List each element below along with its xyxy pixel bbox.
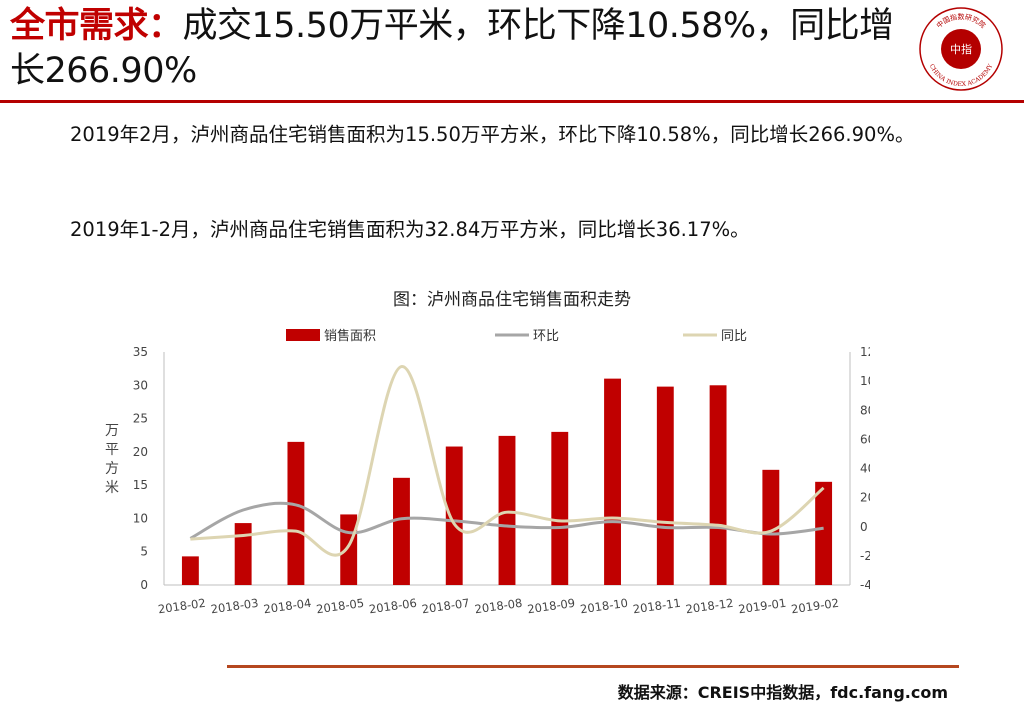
right-tick-label: 200 [860,491,870,505]
paragraph-area-summary: 2019年2月，泸州商品住宅销售面积为15.50万平方米，环比下降10.58%，… [70,123,915,146]
legend-label: 销售面积 [324,328,376,344]
x-tick-label: 2018-05 [315,596,365,617]
left-tick-label: 20 [133,445,148,459]
slide-title: 全市需求：成交15.50万平米，环比下降10.58%，同比增长266.90% [10,4,910,94]
x-tick-label: 2018-06 [368,596,418,617]
right-tick-label: -200 [860,549,870,563]
legend-swatch-bar [286,329,320,341]
right-tick-label: 1200 [860,345,870,359]
bar-sales-area [234,523,252,585]
line-series-mom [189,501,824,540]
x-tick-label: 2019-02 [790,596,840,617]
right-tick-label: 600 [860,432,870,446]
left-axis-label-char: 平 [105,442,119,458]
left-axis-label-char: 万 [105,423,119,439]
left-tick-label: 5 [140,545,148,559]
paragraph-ytd-summary: 2019年1-2月，泸州商品住宅销售面积为32.84万平方米，同比增长36.17… [70,218,750,241]
source-divider [227,665,959,668]
chart-title: 图：泸州商品住宅销售面积走势 [393,290,631,310]
x-tick-label: 2018-03 [210,596,260,617]
bar-sales-area [340,514,358,585]
x-tick-label: 2019-01 [738,596,788,617]
logo-top-text: 中国指数研究院 [934,12,987,30]
bar-sales-area [604,378,621,585]
x-tick-label: 2018-04 [263,596,313,617]
right-tick-label: 400 [860,462,870,476]
sales-area-chart: 0 5 10 15 20 25 30 35 -400 -200 0 200 400 600 800 1000 1… [105,328,870,617]
x-tick-label: 2018-08 [474,596,524,617]
x-tick-label: 2018-07 [421,596,471,617]
x-tick-label: 2018-09 [526,596,576,617]
china-index-academy-logo: 中国指数研究院 CHINA INDEX ACADEMY 中指 [919,7,1003,91]
bar-sales-area [762,469,780,585]
bar-sales-area [656,386,674,585]
bar-sales-area [287,441,305,585]
left-tick-label: 10 [133,511,148,525]
left-axis-label-char: 米 [105,480,119,496]
data-source: 数据来源：CREIS中指数据，fdc.fang.com [617,683,948,702]
title-text: 成交15.50万平米，环比下降10.58%，同比增长266.90% [10,6,894,91]
bar-sales-area [815,481,833,585]
legend-label: 同比 [721,329,747,344]
right-tick-label: 1000 [860,374,870,388]
x-tick-label: 2018-02 [157,596,207,617]
left-tick-label: 0 [140,578,148,592]
right-tick-label: -400 [860,578,870,592]
left-tick-label: 15 [133,478,148,492]
x-tick-label: 2018-10 [579,596,629,617]
right-tick-label: 800 [860,403,870,417]
x-tick-label: 2018-12 [685,596,735,617]
right-tick-label: 0 [860,520,868,534]
left-axis-label-char: 方 [105,461,119,477]
bar-sales-area [551,431,569,585]
bar-sales-area [709,385,727,585]
left-tick-label: 35 [133,345,148,359]
line-series-yoy [190,365,825,557]
left-tick-label: 25 [133,412,148,426]
bar-sales-area [181,556,199,585]
title-keyword: 全市需求： [10,6,183,46]
bar-sales-area [445,446,463,585]
bar-sales-area [393,477,410,585]
title-divider [0,100,1024,103]
left-tick-label: 30 [133,378,148,392]
logo-center-text: 中指 [950,42,972,56]
legend-label: 环比 [533,329,559,344]
bar-sales-area [498,435,516,585]
x-tick-label: 2018-11 [632,596,682,617]
